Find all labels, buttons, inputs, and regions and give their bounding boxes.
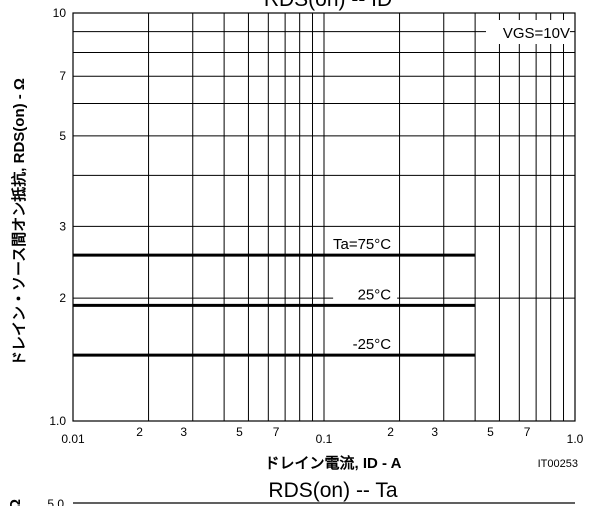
condition-label: VGS=10V [503, 25, 570, 42]
y-tick-label: 10 [53, 6, 67, 20]
gridlines [73, 13, 575, 421]
plot-frame [72, 12, 576, 422]
y-tick-label: 7 [59, 69, 66, 83]
chart-title: RDS(on) -- ID [264, 0, 392, 11]
y-tick-label: 3 [59, 219, 66, 233]
y-tick-label: 5 [59, 129, 66, 143]
y-axis-label: ドレイン・ソース間オン抵抗, RDS(on) - Ω [10, 78, 28, 366]
second-chart-title: RDS(on) -- Ta [268, 479, 397, 502]
series-label-bg [333, 284, 398, 303]
x-tick-label: 0.01 [61, 432, 85, 446]
figure-code: IT00253 [538, 458, 578, 470]
x-tick-label: 3 [431, 425, 438, 439]
series-annotations: Ta=75°C 25°C -25°C [333, 234, 398, 353]
x-axis-label: ドレイン電流, ID - A [265, 454, 402, 472]
y-tick-label: 1.0 [49, 414, 66, 428]
y-tick-labels: 1.0 2 3 5 7 10 [49, 6, 66, 428]
x-tick-label: 1.0 [567, 432, 584, 446]
series-label: Ta=75°C [333, 236, 391, 253]
x-tick-label: 2 [136, 425, 143, 439]
x-tick-label: 7 [273, 425, 280, 439]
x-tick-label: 7 [524, 425, 531, 439]
x-tick-label: 5 [236, 425, 243, 439]
x-tick-label: 3 [180, 425, 187, 439]
second-chart-y-label: Ω [7, 499, 24, 506]
series-label-bg [333, 334, 398, 353]
x-tick-label: 0.1 [316, 432, 333, 446]
condition-label-bg [486, 20, 570, 44]
series-label: 25°C [358, 286, 392, 303]
series-lines [73, 253, 476, 357]
series-label: -25°C [353, 336, 392, 353]
x-tick-label: 5 [487, 425, 494, 439]
series-label-bg [333, 234, 398, 253]
x-tick-label: 2 [387, 425, 394, 439]
second-chart-y-top-tick: 5.0 [47, 497, 64, 506]
y-tick-label: 2 [59, 291, 66, 305]
x-tick-labels: 0.01 2 3 5 7 0.1 2 3 5 7 1.0 [61, 425, 583, 446]
